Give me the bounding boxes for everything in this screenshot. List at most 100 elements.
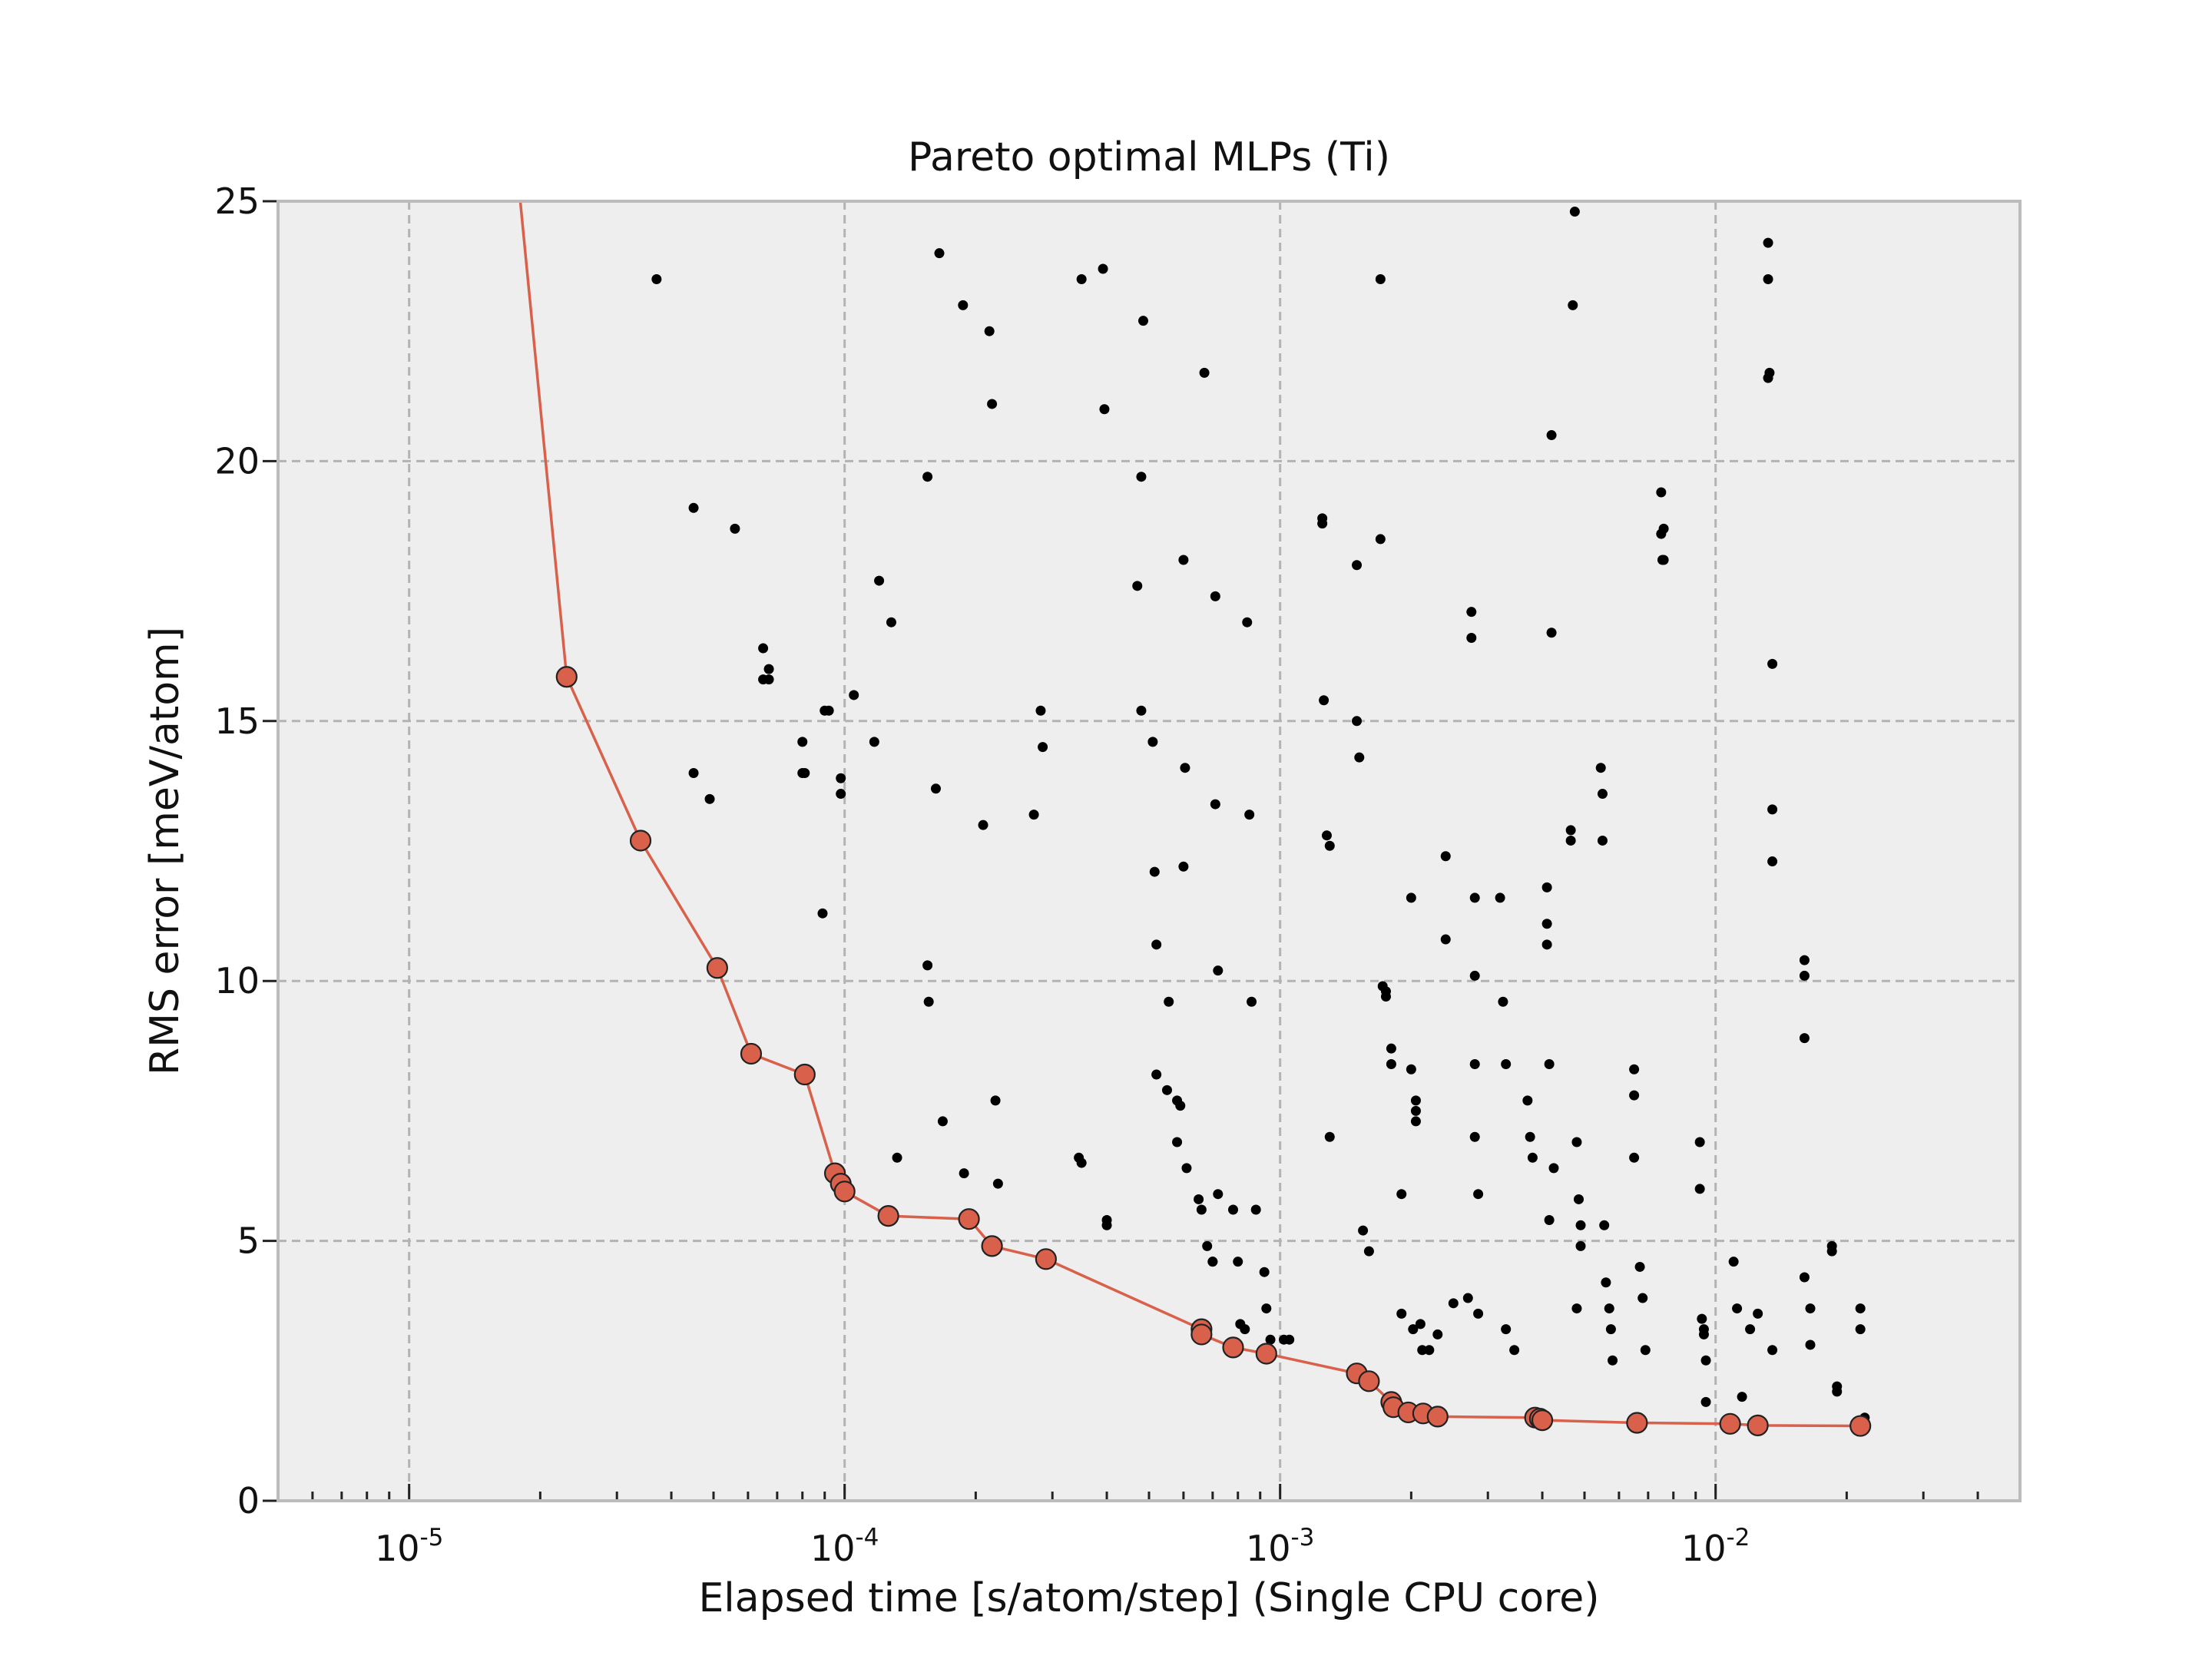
candidate-point (1324, 840, 1335, 851)
candidate-point (1764, 367, 1775, 378)
candidate-point (1410, 1105, 1421, 1116)
major-ticks (263, 200, 1717, 1502)
candidate-point (1210, 799, 1220, 810)
pareto-point (793, 1063, 816, 1086)
candidate-point (1763, 237, 1773, 248)
candidate-point (1440, 934, 1451, 945)
candidate-point (1501, 1058, 1512, 1069)
candidate-point (1358, 1225, 1369, 1236)
y-tick-label: 0 (237, 1480, 260, 1522)
candidate-point (758, 643, 769, 654)
candidate-point (688, 767, 699, 778)
candidate-point (1473, 1189, 1484, 1200)
y-tick-label: 10 (214, 960, 260, 1002)
candidate-point (1466, 633, 1477, 644)
candidate-point (1745, 1324, 1756, 1335)
candidate-point (1700, 1355, 1711, 1366)
candidate-point (1658, 523, 1669, 534)
candidate-point (1137, 316, 1148, 326)
pareto-point (1358, 1370, 1380, 1392)
candidate-point (1375, 534, 1386, 545)
y-tick-labels: 0 5 10 15 20 25 (214, 180, 260, 1522)
candidate-point (1247, 996, 1257, 1007)
candidate-point (1597, 789, 1608, 800)
candidate-point (1181, 1163, 1192, 1174)
candidate-point (934, 248, 945, 259)
candidate-point (1799, 970, 1810, 981)
candidate-point (1629, 1064, 1640, 1075)
candidate-point (1573, 1194, 1584, 1204)
candidate-point (886, 617, 896, 628)
y-tick-label: 15 (214, 700, 260, 742)
candidate-point (1213, 965, 1224, 976)
candidate-point (800, 767, 810, 778)
candidate-point (688, 502, 699, 513)
candidate-point (1753, 1308, 1763, 1319)
candidate-point (1319, 695, 1330, 706)
candidate-point (1605, 1324, 1616, 1335)
candidate-point (1035, 705, 1046, 716)
candidate-point (1410, 1095, 1421, 1106)
candidate-point (1354, 752, 1365, 763)
candidate-point (1194, 1194, 1204, 1204)
candidate-point (892, 1152, 902, 1163)
pareto-front-markers (555, 666, 1872, 1437)
candidate-point (1424, 1345, 1435, 1356)
pareto-point (833, 1181, 856, 1203)
candidate-point (1767, 1345, 1778, 1356)
candidate-point (1432, 1329, 1443, 1339)
candidate-point (797, 737, 808, 747)
pareto-point (1849, 1415, 1872, 1437)
candidate-point (1473, 1308, 1484, 1319)
candidate-point (1386, 1058, 1396, 1069)
pareto-point (555, 666, 578, 688)
candidate-point (1469, 970, 1480, 981)
candidate-point (1799, 1272, 1810, 1283)
candidate-point (1147, 737, 1158, 747)
candidate-point (1599, 1220, 1610, 1230)
x-tick-label-exponent: -2 (1726, 1524, 1750, 1551)
candidate-point (1178, 555, 1189, 565)
x-tick-label-base: 10 (810, 1528, 856, 1569)
x-tick-labels: 10-5 10-4 10-3 10-2 (375, 1524, 1750, 1569)
candidate-point (1284, 1334, 1295, 1345)
candidate-point (1180, 763, 1190, 773)
candidate-point (1541, 882, 1552, 892)
candidate-point (1466, 607, 1477, 618)
plot-frame (276, 200, 2022, 1502)
grid (278, 201, 2020, 1501)
candidate-point (1575, 1220, 1586, 1230)
candidate-point (1244, 810, 1255, 820)
candidate-point (1261, 1303, 1272, 1314)
candidate-point (1469, 1058, 1480, 1069)
candidate-point (1469, 892, 1480, 903)
candidate-point (922, 472, 933, 482)
candidate-point (1544, 1215, 1555, 1226)
candidate-point (937, 1116, 948, 1127)
candidate-point (763, 674, 774, 685)
candidate-point (823, 705, 834, 716)
candidate-point (1629, 1152, 1640, 1163)
candidate-point (1228, 1204, 1239, 1215)
candidate-point (1541, 939, 1552, 950)
candidate-point (849, 690, 859, 700)
candidate-point (1151, 1069, 1162, 1080)
candidate-point (1571, 1303, 1582, 1314)
candidate-point (1700, 1396, 1711, 1407)
candidate-point (1210, 591, 1220, 601)
candidate-point (1417, 1345, 1428, 1356)
x-tick-label-exponent: -4 (855, 1524, 879, 1551)
candidate-point (1164, 996, 1174, 1007)
candidate-point (1240, 1324, 1250, 1335)
candidate-point (1149, 866, 1160, 877)
candidate-point (1259, 1267, 1270, 1277)
candidate-point (1440, 851, 1451, 862)
candidate-point (1569, 207, 1580, 217)
candidate-point (1462, 1293, 1473, 1303)
candidate-point (1321, 830, 1332, 841)
candidate-point (1317, 518, 1328, 529)
candidate-point (1697, 1313, 1707, 1324)
chart-title: Pareto optimal MLPs (Ti) (908, 134, 1390, 180)
candidate-point (923, 996, 934, 1007)
candidate-point (1469, 1131, 1480, 1142)
